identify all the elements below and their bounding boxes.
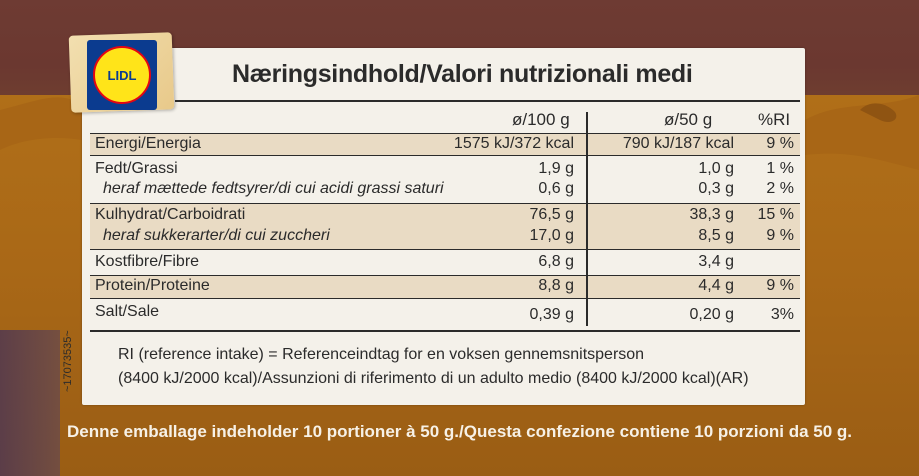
row-per100: 6,8 g xyxy=(538,253,574,270)
row-per50: 8,5 g xyxy=(698,227,734,244)
row-divider xyxy=(90,133,800,134)
row-divider xyxy=(90,203,800,204)
row-label: heraf sukkerarter/di cui zuccheri xyxy=(103,227,330,244)
row-per50: 0,3 g xyxy=(698,180,734,197)
row-per50: 38,3 g xyxy=(689,206,734,223)
header-per100: ø/100 g xyxy=(512,110,570,129)
row-ri: 2 % xyxy=(766,180,794,197)
package-portion-note: Denne emballage indeholder 10 portioner … xyxy=(66,422,852,441)
footnote-line1: RI (reference intake) = Referenceindtag … xyxy=(118,346,645,363)
row-ri: 9 % xyxy=(766,277,794,294)
header-ri: %RI xyxy=(758,110,791,129)
title-rule xyxy=(175,100,800,102)
row-ri: 9 % xyxy=(766,227,794,244)
row-label: Kostfibre/Fibre xyxy=(95,253,200,270)
row-label: Energi/Energia xyxy=(95,135,201,152)
row-per50: 1,0 g xyxy=(698,160,734,177)
row-label: Kulhydrat/Carboidrati xyxy=(95,206,246,223)
table-bottom-rule xyxy=(90,330,800,332)
header-per50: ø/50 g xyxy=(664,110,713,129)
product-code: ~17073535~ xyxy=(62,330,74,392)
row-label: Salt/Sale xyxy=(95,303,160,320)
row-per100: 17,0 g xyxy=(529,227,574,244)
row-label: heraf mættede fedtsyrer/di cui acidi gra… xyxy=(103,180,444,197)
lidl-logo-circle: LIDL xyxy=(93,46,151,104)
row-per50: 0,20 g xyxy=(689,306,734,323)
row-per100: 0,6 g xyxy=(538,180,574,197)
package-background-corner xyxy=(0,330,60,476)
row-band-carbs xyxy=(90,203,800,249)
row-per50: 3,4 g xyxy=(698,253,734,270)
row-per100: 8,8 g xyxy=(538,277,574,294)
row-per100: 1575 kJ/372 kcal xyxy=(453,135,574,152)
footnote-line2: (8400 kJ/2000 kcal)/Assunzioni di riferi… xyxy=(118,370,749,387)
row-label: Fedt/Grassi xyxy=(95,160,178,177)
lidl-logo: LIDL xyxy=(87,40,157,110)
row-per50: 790 kJ/187 kcal xyxy=(622,135,734,152)
row-divider xyxy=(90,298,800,299)
row-per100: 0,39 g xyxy=(529,306,574,323)
row-per50: 4,4 g xyxy=(698,277,734,294)
row-per100: 1,9 g xyxy=(538,160,574,177)
row-ri: 3% xyxy=(770,306,794,323)
row-divider xyxy=(90,155,800,156)
column-divider xyxy=(586,112,588,326)
row-band-energy xyxy=(90,133,800,155)
row-band-protein xyxy=(90,275,800,298)
row-per100: 76,5 g xyxy=(529,206,574,223)
chocolate-splash-decoration xyxy=(0,95,919,170)
lidl-logo-text: LIDL xyxy=(107,67,137,83)
row-divider xyxy=(90,275,800,276)
row-ri: 15 % xyxy=(757,206,794,223)
row-label: Protein/Proteine xyxy=(95,277,210,294)
row-divider xyxy=(90,249,800,250)
table-title: Næringsindhold/Valori nutrizionali medi xyxy=(232,60,693,88)
row-ri: 1 % xyxy=(766,160,794,177)
row-ri: 9 % xyxy=(766,135,794,152)
